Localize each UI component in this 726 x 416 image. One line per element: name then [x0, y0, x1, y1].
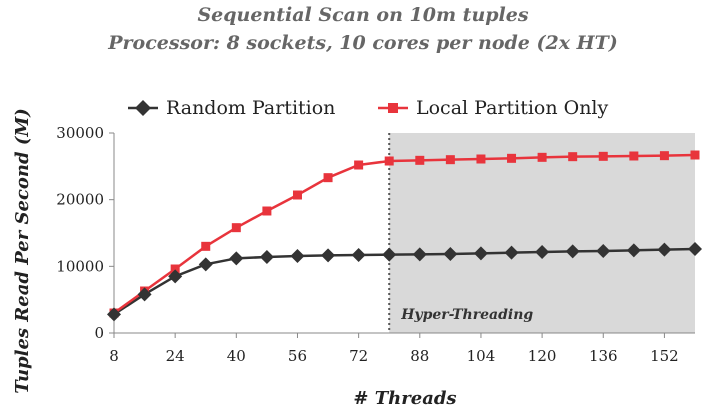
- point-local-partition: [262, 206, 272, 216]
- x-axis-title: # Threads: [353, 388, 456, 409]
- hyper-threading-label: Hyper-Threading: [400, 307, 533, 323]
- point-random-partition: [259, 250, 274, 264]
- y-axis-title: Tuples Read Per Second (M): [12, 108, 33, 394]
- point-local-partition: [507, 153, 517, 163]
- point-random-partition: [565, 244, 580, 259]
- point-local-partition: [292, 190, 302, 200]
- point-random-partition: [382, 247, 397, 262]
- x-tick-label: 104: [467, 347, 496, 365]
- point-random-partition: [198, 257, 213, 272]
- point-local-partition: [354, 160, 364, 170]
- point-random-partition: [229, 251, 244, 266]
- legend-random-label: Random Partition: [166, 97, 335, 119]
- point-random-partition: [626, 243, 641, 258]
- series-markers: [107, 150, 702, 322]
- y-tick-label: 20000: [56, 191, 104, 209]
- x-tick-label: 56: [288, 347, 307, 365]
- point-random-partition: [412, 247, 427, 262]
- point-local-partition: [629, 151, 639, 161]
- point-random-partition: [596, 244, 611, 258]
- y-tick-label: 10000: [56, 257, 104, 275]
- point-local-partition: [415, 155, 425, 165]
- point-local-partition: [170, 264, 180, 274]
- x-tick-label: 152: [650, 347, 679, 365]
- chart-subtitle: Processor: 8 sockets, 10 cores per node …: [107, 32, 617, 54]
- y-tick-label: 30000: [56, 124, 104, 142]
- legend: Random Partition Local Partition Only: [128, 97, 609, 119]
- chart-title: Sequential Scan on 10m tuples: [197, 4, 528, 26]
- point-random-partition: [657, 242, 672, 257]
- y-tick-label: 0: [94, 324, 104, 342]
- point-random-partition: [443, 247, 458, 261]
- legend-random-marker: [135, 100, 151, 116]
- point-local-partition: [690, 150, 700, 160]
- point-random-partition: [137, 287, 152, 302]
- point-local-partition: [231, 223, 241, 233]
- point-random-partition: [473, 246, 488, 261]
- x-tick-label: 72: [349, 347, 368, 365]
- point-local-partition: [476, 154, 486, 164]
- point-random-partition: [535, 245, 550, 259]
- x-tick-label: 88: [410, 347, 429, 365]
- point-local-partition: [201, 241, 211, 251]
- point-local-partition: [568, 152, 578, 162]
- point-random-partition: [107, 307, 121, 322]
- hyper-threading-region: [389, 133, 695, 333]
- x-tick-label: 40: [227, 347, 246, 365]
- point-random-partition: [688, 242, 702, 256]
- x-tick-label: 136: [589, 347, 618, 365]
- point-random-partition: [321, 248, 336, 263]
- point-random-partition: [351, 248, 366, 262]
- point-local-partition: [659, 151, 669, 161]
- point-local-partition: [323, 173, 333, 183]
- point-random-partition: [168, 269, 183, 284]
- y-tick-labels: 0 10000 20000 30000: [56, 124, 114, 342]
- point-local-partition: [537, 152, 547, 162]
- point-local-partition: [384, 156, 394, 166]
- x-tick-label: 8: [109, 347, 119, 365]
- point-random-partition: [290, 249, 305, 263]
- point-local-partition: [598, 151, 608, 161]
- series-line-1: [113, 153, 696, 315]
- point-local-partition: [445, 155, 455, 165]
- legend-local-label: Local Partition Only: [416, 97, 609, 119]
- x-tick-label: 120: [528, 347, 557, 365]
- x-tick-labels: 8 24 40 56 72 88 104 120 136 152: [109, 333, 679, 365]
- legend-local-marker: [388, 103, 398, 113]
- point-random-partition: [504, 245, 519, 260]
- x-tick-label: 24: [166, 347, 185, 365]
